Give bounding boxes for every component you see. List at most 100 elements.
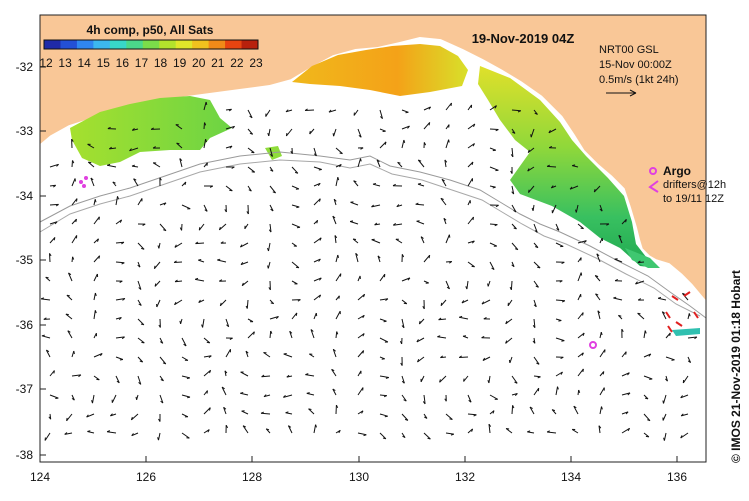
current-arrow-head <box>296 267 299 268</box>
colorbar-tick-label: 23 <box>249 56 263 70</box>
current-arrow-head <box>340 153 343 154</box>
reference-time-label: 15-Nov 00:00Z <box>599 59 672 71</box>
current-arrow-head <box>206 102 207 105</box>
colorbar-tick-label: 18 <box>154 56 168 70</box>
current-arrow-head <box>529 190 530 193</box>
colorbar-tick-label: 19 <box>173 56 187 70</box>
colorbar-tick-label: 16 <box>116 56 130 70</box>
current-arrow-head <box>180 321 181 324</box>
colorbar-tick-label: 22 <box>230 56 244 70</box>
current-arrow-head <box>77 199 78 202</box>
argo-float-marker <box>79 180 83 184</box>
current-arrow-head <box>207 342 210 343</box>
current-arrow <box>270 331 271 338</box>
lat-tick-label: -34 <box>16 189 34 203</box>
product-label: NRT00 GSL <box>599 44 659 56</box>
current-arrow-head <box>406 112 409 113</box>
colorbar-cell <box>242 40 259 49</box>
drifter-legend-label: drifters@12h <box>663 179 726 191</box>
current-arrow <box>247 300 248 309</box>
current-arrow-head <box>46 277 49 278</box>
argo-float-marker <box>84 176 88 180</box>
current-arrow-head <box>672 360 675 361</box>
lat-tick-label: -33 <box>16 124 34 138</box>
current-arrow-head <box>338 255 339 258</box>
lat-tick-label: -38 <box>16 448 34 462</box>
current-arrow-head <box>361 159 362 162</box>
current-arrow-head <box>54 371 55 374</box>
colorbar-tick-label: 21 <box>211 56 225 70</box>
current-arrow <box>490 129 498 130</box>
colorbar-cell <box>225 40 242 49</box>
colorbar-tick-label: 20 <box>192 56 206 70</box>
lon-tick-label: 130 <box>349 470 369 484</box>
current-arrow-head <box>509 360 510 363</box>
current-arrow-head <box>141 342 144 343</box>
current-arrow <box>511 281 512 290</box>
current-arrow-head <box>67 418 68 421</box>
current-arrow-head <box>464 379 465 382</box>
current-arrow-head <box>99 256 100 259</box>
colorbar-cell <box>209 40 226 49</box>
current-arrow-head <box>155 284 156 287</box>
current-arrow-head <box>187 397 190 398</box>
lat-tick-label: -35 <box>16 253 34 267</box>
current-arrow-head <box>268 266 269 269</box>
current-arrow-head <box>404 303 407 304</box>
current-arrow-head <box>177 143 180 144</box>
colorbar-cell <box>176 40 193 49</box>
current-arrow-head <box>88 162 91 163</box>
current-arrow-head <box>583 313 584 316</box>
current-arrow-head <box>488 284 489 287</box>
current-arrow-head <box>76 219 77 222</box>
current-arrow-head <box>646 436 649 437</box>
credit-label: © IMOS 21-Nov-2019 01:18 Hobart <box>729 270 743 463</box>
colorbar-cell <box>159 40 176 49</box>
current-arrow-head <box>198 260 201 261</box>
current-arrow <box>490 224 497 225</box>
current-arrow-head <box>136 397 137 400</box>
current-arrow-head <box>286 133 287 136</box>
colorbar-tick-label: 14 <box>78 56 92 70</box>
current-arrow-head <box>67 295 70 296</box>
current-arrow-head <box>626 352 627 355</box>
current-arrow-head <box>558 321 561 322</box>
current-arrow <box>512 405 513 414</box>
colorbar-cell <box>60 40 77 49</box>
current-arrow <box>512 110 521 111</box>
current-arrow-head <box>638 313 641 314</box>
colorbar-cell <box>126 40 143 49</box>
current-arrow <box>261 413 270 414</box>
lat-tick-label: -32 <box>16 60 34 74</box>
colorbar-title: 4h comp, p50, All Sats <box>87 23 214 37</box>
current-arrow-head <box>229 190 232 191</box>
current-arrow-head <box>42 335 45 336</box>
lon-tick-label: 128 <box>242 470 262 484</box>
current-arrow-head <box>74 351 75 354</box>
current-arrow-head <box>561 341 564 342</box>
current-arrow-head <box>319 170 322 171</box>
colorbar-tick-label: 12 <box>39 56 53 70</box>
lat-tick-label: -36 <box>16 318 34 332</box>
current-arrow-head <box>583 369 584 372</box>
current-arrow-head <box>373 184 376 185</box>
current-arrow-head <box>310 131 311 134</box>
lon-tick-label: 134 <box>561 470 581 484</box>
drifter-legend-sublabel: to 19/11 12Z <box>663 193 724 205</box>
current-arrow-head <box>284 354 287 355</box>
current-arrow-head <box>339 296 340 299</box>
current-arrow-head <box>419 321 420 324</box>
colorbar-cell <box>143 40 160 49</box>
current-arrow-head <box>384 321 387 322</box>
current-arrow-head <box>670 333 671 336</box>
date-title: 19-Nov-2019 04Z <box>472 31 575 46</box>
current-arrow-head <box>449 419 452 420</box>
colorbar-tick-label: 15 <box>97 56 111 70</box>
current-arrow-head <box>54 237 55 240</box>
current-arrow-head <box>199 227 200 230</box>
current-arrow-head <box>353 239 356 240</box>
colorbar-tick-label: 17 <box>135 56 149 70</box>
vector-scale-label: 0.5m/s (1kt 24h) <box>599 74 678 86</box>
argo-float-marker <box>82 184 86 188</box>
current-arrow-head <box>429 255 430 258</box>
